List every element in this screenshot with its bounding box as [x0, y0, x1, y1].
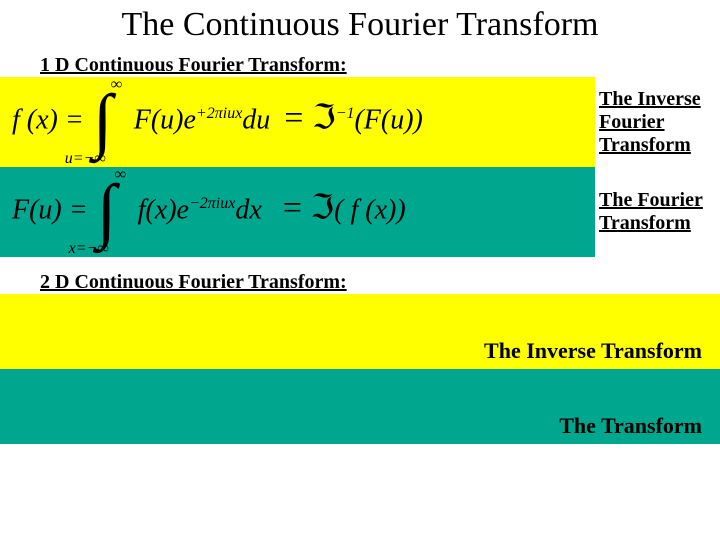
integral-sign: ∫	[93, 90, 113, 150]
lhs: f (x) =	[12, 104, 84, 135]
integral-icon: ∫ ∞ x=−∞	[97, 172, 125, 252]
row-forward-2d: The Transform	[0, 369, 720, 444]
integrand-a: F(u)e	[134, 104, 196, 135]
math-inverse-1d: f (x) = ∫ ∞ u=−∞ F(u)e+2πiuxdu = ℑ−1(F(u…	[0, 82, 423, 162]
exp: −2πiux	[189, 195, 235, 212]
subheading-1d: 1 D Continuous Fourier Transform:	[0, 54, 720, 77]
rhs-sup: −1	[336, 105, 355, 122]
exp: +2πiux	[196, 105, 242, 122]
equation-inverse-1d: f (x) = ∫ ∞ u=−∞ F(u)e+2πiuxdu = ℑ−1(F(u…	[0, 77, 595, 167]
math-forward-1d: F(u) = ∫ ∞ x=−∞ f(x)e−2πiuxdx = ℑ( f (x)…	[0, 172, 406, 252]
int-upper: ∞	[115, 167, 126, 184]
fraktur-s-icon: = ℑ	[283, 189, 334, 226]
slide: The Continuous Fourier Transform 1 D Con…	[0, 0, 720, 540]
rhs-arg: ( f (x))	[334, 194, 406, 225]
row-inverse-1d: f (x) = ∫ ∞ u=−∞ F(u)e+2πiuxdu = ℑ−1(F(u…	[0, 77, 720, 167]
label-inverse-1d: The Inverse Fourier Transform	[595, 77, 720, 167]
slide-title: The Continuous Fourier Transform	[0, 0, 720, 44]
int-lower: u=−∞	[65, 150, 106, 167]
int-lower: x=−∞	[69, 240, 109, 257]
integral-sign: ∫	[97, 180, 117, 240]
label-inverse-2d: The Inverse Transform	[480, 338, 702, 363]
rhs-arg: (F(u))	[354, 104, 422, 135]
subheading-2d: 2 D Continuous Fourier Transform:	[0, 271, 720, 294]
integrand-a: f(x)e	[138, 194, 189, 225]
row-inverse-2d: The Inverse Transform	[0, 294, 720, 369]
equation-forward-1d: F(u) = ∫ ∞ x=−∞ f(x)e−2πiuxdx = ℑ( f (x)…	[0, 167, 595, 257]
label-forward-1d: The Fourier Transform	[595, 167, 720, 257]
int-upper: ∞	[111, 77, 122, 94]
integral-icon: ∫ ∞ u=−∞	[93, 82, 121, 162]
lhs: F(u) =	[12, 194, 88, 225]
label-forward-2d: The Transform	[555, 413, 702, 438]
fraktur-s-icon: = ℑ	[284, 99, 335, 136]
row-forward-1d: F(u) = ∫ ∞ x=−∞ f(x)e−2πiuxdx = ℑ( f (x)…	[0, 167, 720, 257]
integrand-b: du	[242, 104, 270, 135]
integrand-b: dx	[235, 194, 261, 225]
